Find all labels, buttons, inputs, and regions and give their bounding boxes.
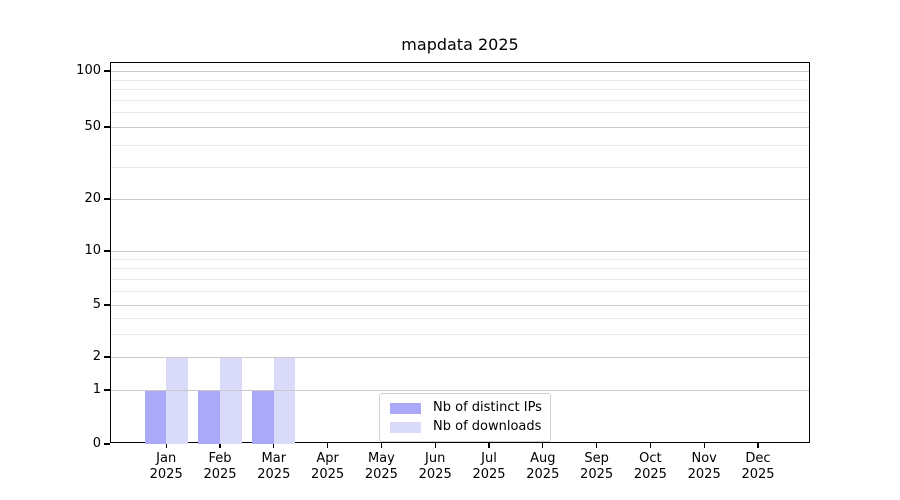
x-tick-label-year: 2025: [203, 466, 237, 482]
chart-title: mapdata 2025: [401, 35, 519, 54]
y-tick: [103, 443, 110, 445]
x-tick-label: Jun 2025: [403, 451, 467, 482]
x-tick: [649, 442, 652, 448]
x-tick: [488, 442, 490, 448]
x-tick: [542, 442, 544, 448]
x-tick-label: Dec 2025: [726, 451, 790, 482]
y-gridline-major: [111, 251, 809, 252]
x-tick-label-month: Apr: [316, 451, 339, 466]
bar-distinct-ips: [252, 390, 274, 444]
legend-label: Nb of downloads: [433, 419, 542, 434]
x-tick-label: Oct 2025: [618, 451, 682, 482]
x-tick-label: Sep 2025: [565, 451, 629, 482]
y-gridline-minor: [111, 79, 809, 81]
y-gridline-minor: [111, 317, 809, 319]
plot-area: 0 1 2 5 10 20 50 100 Jan 2025 Feb 2025 Mar 2025 Apr 202…: [76, 62, 810, 482]
y-gridline-minor: [111, 144, 809, 146]
bar-downloads: [220, 357, 242, 444]
y-gridline-major: [111, 357, 809, 358]
y-gridline-major: [111, 127, 809, 128]
x-tick-label-month: Aug: [530, 451, 556, 466]
y-gridline-major: [111, 199, 809, 200]
bar-downloads: [166, 357, 188, 444]
x-tick-label-year: 2025: [311, 466, 345, 482]
y-gridline-minor: [111, 268, 809, 270]
legend-swatch: [390, 402, 421, 414]
y-tick-label: 50: [84, 119, 101, 134]
y-tick: [103, 126, 110, 128]
x-tick-label-month: Dec: [745, 451, 771, 466]
x-tick-label-year: 2025: [418, 466, 452, 482]
y-gridline-major: [111, 305, 809, 306]
x-tick-label-month: Jun: [425, 451, 446, 466]
x-tick-label: Nov 2025: [672, 451, 736, 482]
x-tick-label-month: Jan: [156, 451, 177, 466]
x-tick: [434, 442, 436, 448]
y-tick-label: 100: [76, 63, 101, 78]
y-tick: [103, 198, 110, 200]
legend-item: Nb of downloads: [390, 418, 542, 436]
x-tick-label-year: 2025: [580, 466, 614, 482]
y-tick-label: 20: [84, 191, 101, 206]
x-tick-label-month: Feb: [208, 451, 232, 466]
legend: Nb of distinct IPs Nb of downloads: [379, 393, 551, 442]
legend-label: Nb of distinct IPs: [433, 400, 542, 415]
x-tick-label-year: 2025: [687, 466, 721, 482]
y-gridline-minor: [111, 112, 809, 114]
y-tick-label: 1: [92, 382, 101, 397]
y-gridline-minor: [111, 290, 809, 292]
x-tick: [595, 442, 598, 448]
x-tick-label: Feb 2025: [188, 451, 252, 482]
x-tick-label: May 2025: [349, 451, 413, 482]
legend-item: Nb of distinct IPs: [390, 399, 542, 417]
x-tick-label-month: Mar: [261, 451, 287, 466]
x-tick: [326, 442, 329, 448]
x-tick: [219, 442, 221, 448]
y-tick-label: 10: [84, 243, 101, 258]
y-tick-label: 5: [92, 297, 101, 312]
x-tick-label: Aug 2025: [511, 451, 575, 482]
bar-distinct-ips: [198, 390, 220, 444]
x-tick-label: Jul 2025: [457, 451, 521, 482]
x-tick-label-month: May: [367, 451, 395, 466]
y-gridline-minor: [111, 89, 809, 90]
x-tick-label-year: 2025: [257, 466, 291, 482]
y-gridline-minor: [111, 334, 809, 335]
y-tick-label: 0: [92, 436, 101, 451]
x-tick: [703, 442, 705, 448]
x-tick-label-month: Oct: [639, 451, 662, 466]
y-gridline-major: [111, 71, 809, 72]
y-gridline-minor: [111, 99, 809, 101]
legend-swatch: [390, 421, 421, 433]
x-tick-label: Jan 2025: [134, 451, 198, 482]
x-tick-label-year: 2025: [633, 466, 667, 482]
x-tick: [165, 442, 167, 448]
y-gridline-minor: [111, 167, 809, 169]
y-tick: [103, 70, 110, 72]
x-tick-label-year: 2025: [526, 466, 560, 482]
x-tick-label-month: Jul: [481, 451, 497, 466]
y-tick: [103, 250, 110, 252]
x-tick-label-month: Sep: [584, 451, 609, 466]
x-tick-label: Mar 2025: [242, 451, 306, 482]
x-tick-label-year: 2025: [364, 466, 398, 482]
bar-downloads: [273, 357, 296, 444]
y-tick: [103, 389, 110, 391]
x-tick: [757, 442, 759, 448]
y-gridline-minor: [111, 259, 809, 261]
x-tick: [380, 442, 383, 448]
x-tick-label-year: 2025: [472, 466, 506, 482]
x-tick: [273, 442, 275, 448]
y-tick: [103, 356, 110, 358]
y-gridline-minor: [111, 278, 809, 280]
x-tick-label-year: 2025: [741, 466, 775, 482]
bar-distinct-ips: [144, 390, 167, 444]
x-tick-label-month: Nov: [691, 451, 717, 466]
y-tick: [103, 304, 110, 306]
x-tick-label: Apr 2025: [296, 451, 360, 482]
y-tick-label: 2: [92, 349, 101, 364]
x-tick-label-year: 2025: [149, 466, 183, 482]
